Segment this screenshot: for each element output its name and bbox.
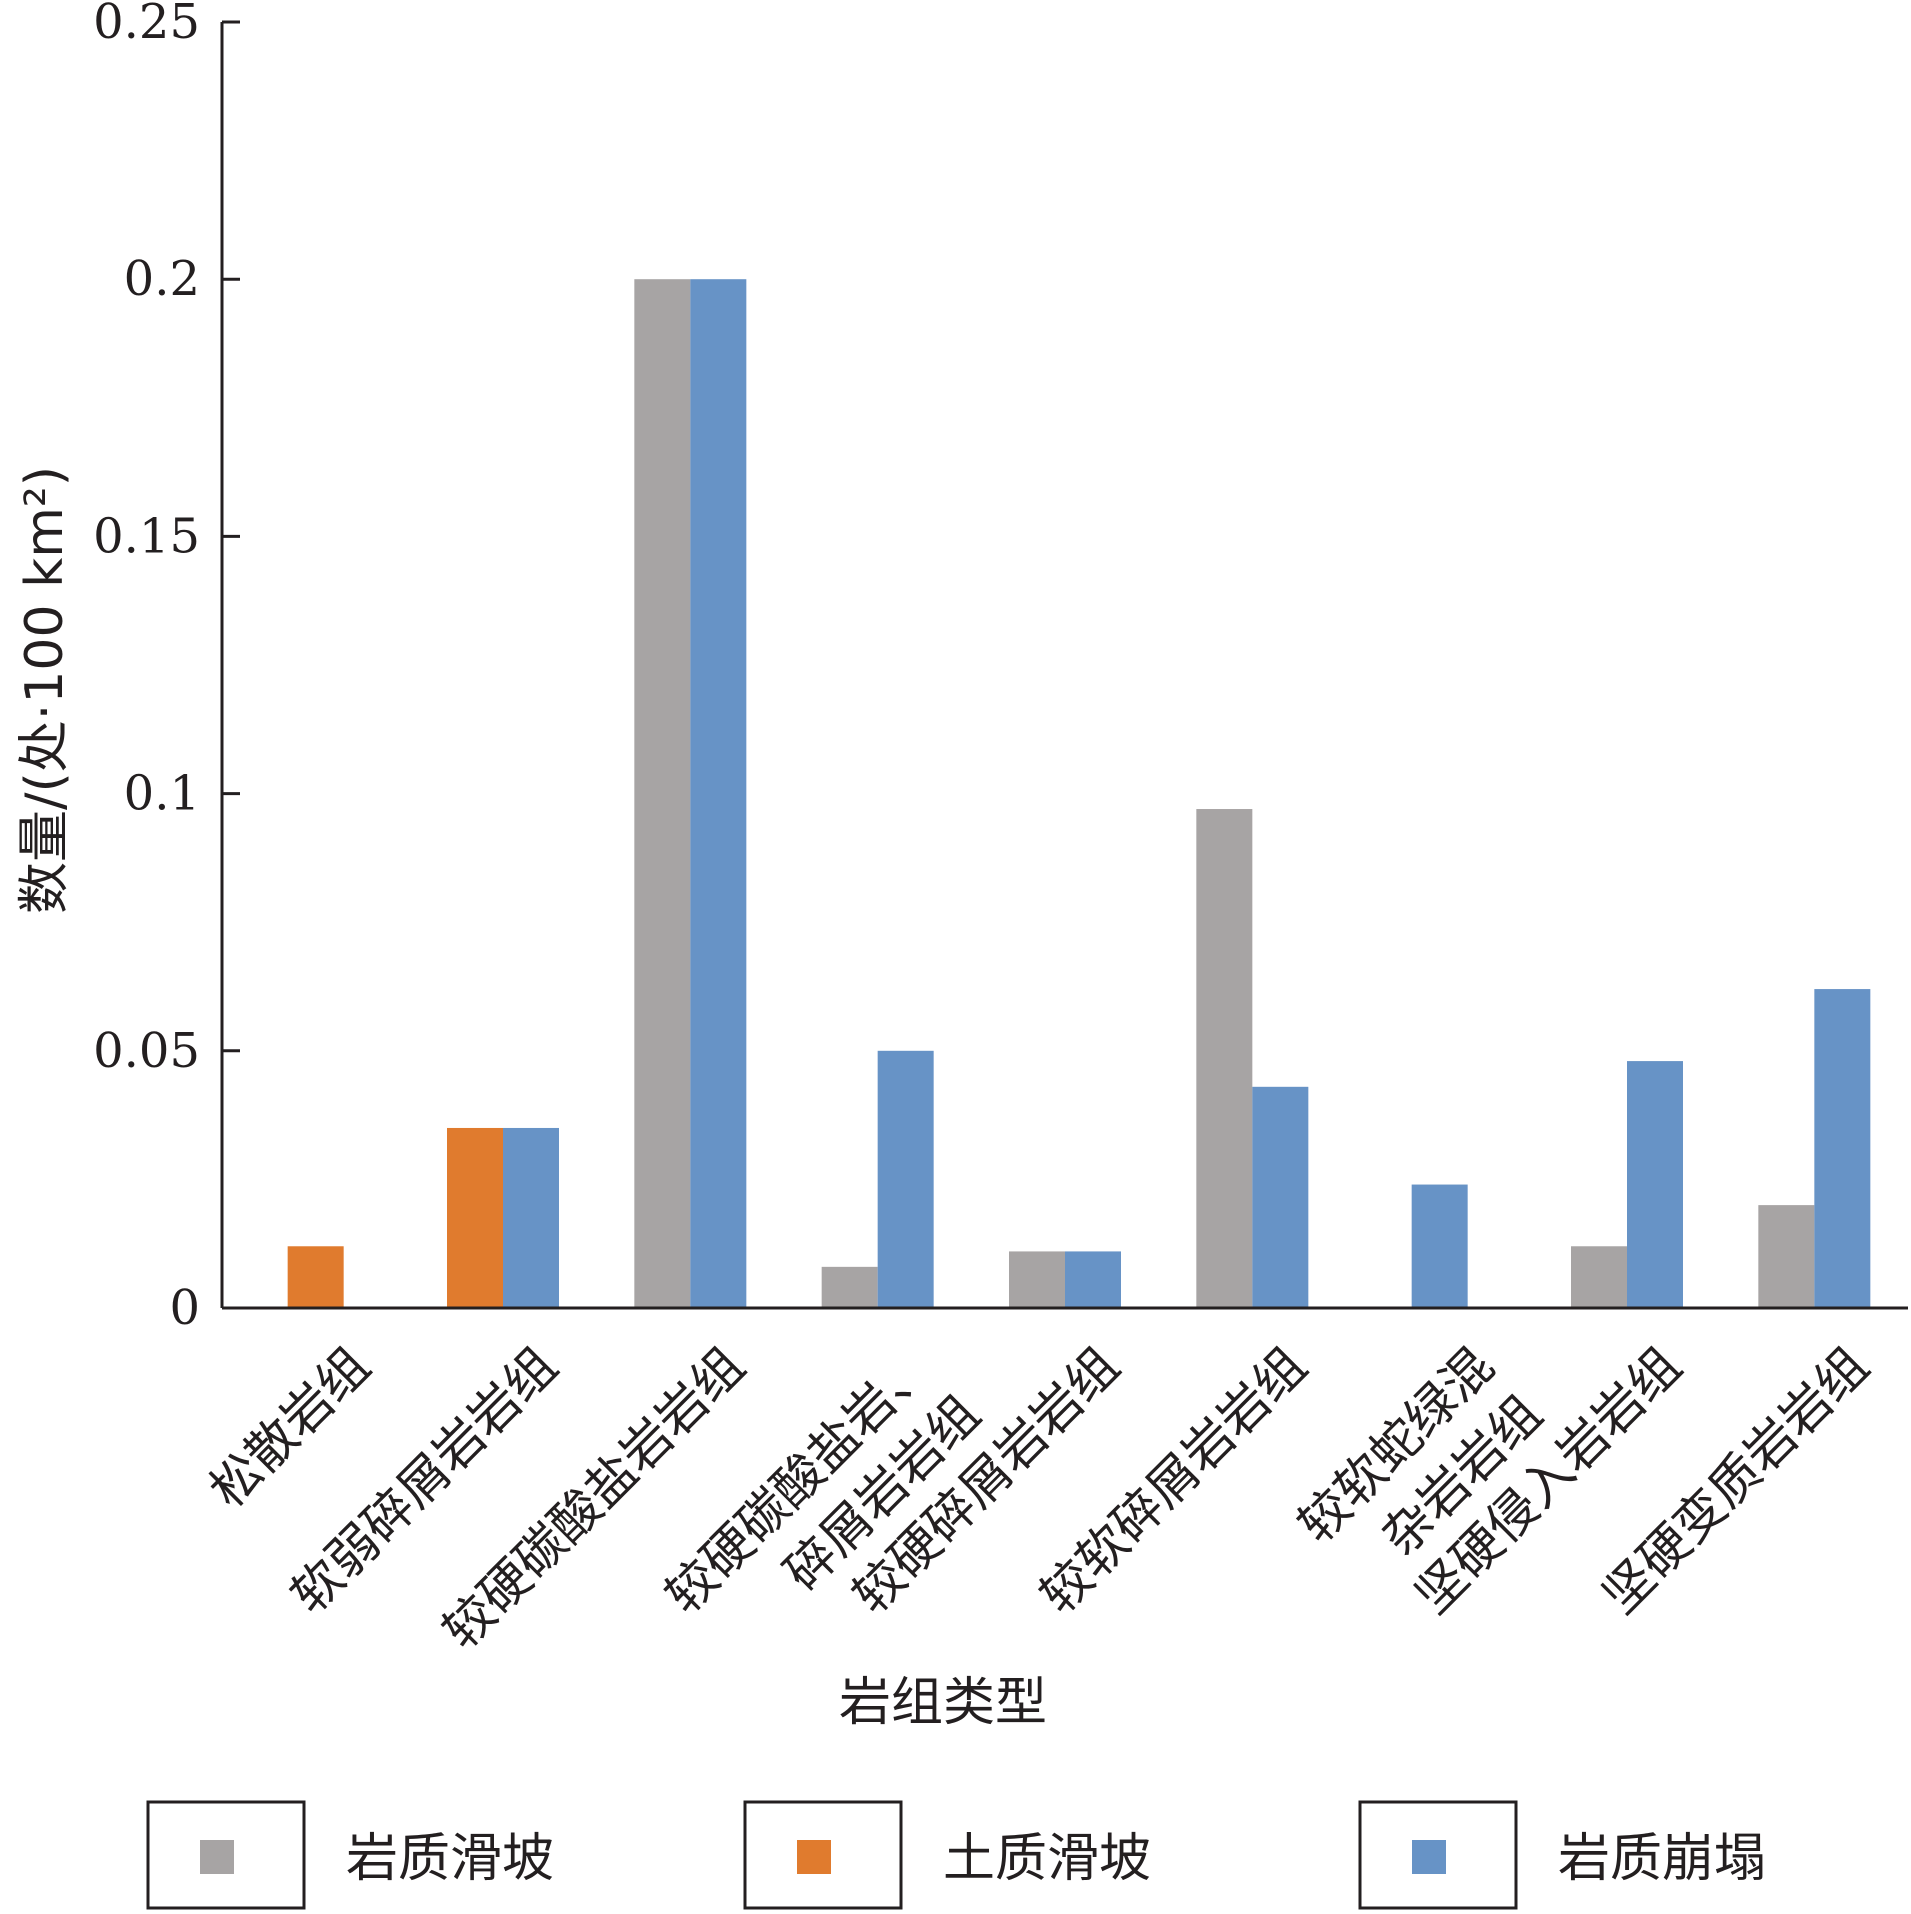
bar-岩质滑坡-2 xyxy=(634,279,691,1309)
bars-layer xyxy=(287,279,1871,1309)
y-tick-label: 0.1 xyxy=(124,766,200,822)
bar-岩质崩塌-6 xyxy=(1411,1184,1468,1308)
bar-岩质滑坡-7 xyxy=(1571,1246,1627,1308)
legend-swatch-土质滑坡 xyxy=(797,1840,831,1874)
bar-岩质滑坡-4 xyxy=(1009,1251,1065,1308)
bar-岩质滑坡-5 xyxy=(1196,809,1253,1308)
bar-岩质崩塌-4 xyxy=(1065,1251,1121,1308)
x-axis-title: 岩组类型 xyxy=(839,1673,1047,1733)
y-tick-label: 0.2 xyxy=(124,251,200,307)
y-tick-label: 0.25 xyxy=(93,0,200,50)
bar-岩质滑坡-8 xyxy=(1758,1205,1815,1308)
legend-swatch-岩质滑坡 xyxy=(200,1840,234,1874)
y-ticks: 0 0.05 0.1 0.15 0.2 0.25 xyxy=(93,0,240,1336)
y-tick-label: 0.05 xyxy=(93,1023,200,1079)
y-tick-label: 0 xyxy=(169,1280,200,1336)
bar-岩质崩塌-1 xyxy=(503,1127,559,1308)
legend-label: 岩质滑坡 xyxy=(346,1829,554,1889)
y-tick-label: 0.15 xyxy=(93,508,200,564)
bar-岩质滑坡-3 xyxy=(821,1266,878,1308)
legend: 岩质滑坡 土质滑坡 岩质崩塌 xyxy=(146,1800,1766,1910)
bar-岩质崩塌-7 xyxy=(1627,1061,1683,1308)
bar-岩质崩塌-5 xyxy=(1252,1086,1309,1308)
legend-swatch-岩质崩塌 xyxy=(1412,1840,1446,1874)
bar-土质滑坡-0 xyxy=(287,1246,344,1308)
y-axis-title: 数量/(处·100 km²) xyxy=(15,466,75,914)
category-labels: 松散岩组软弱碎屑岩岩组较硬碳酸盐岩岩组较硬碳酸盐岩、碎屑岩岩组较硬碎屑岩岩组较软… xyxy=(199,1336,1880,1660)
category-label-line: 松散岩组 xyxy=(199,1336,381,1518)
bar-岩质崩塌-8 xyxy=(1814,989,1871,1308)
bar-岩质崩塌-3 xyxy=(877,1050,934,1308)
legend-label: 岩质崩塌 xyxy=(1558,1829,1766,1889)
axes-layer xyxy=(220,22,1908,1310)
bar-土质滑坡-1 xyxy=(447,1127,503,1308)
category-label: 松散岩组 xyxy=(199,1336,381,1518)
legend-label: 土质滑坡 xyxy=(943,1829,1151,1889)
bar-岩质崩塌-2 xyxy=(690,279,747,1309)
